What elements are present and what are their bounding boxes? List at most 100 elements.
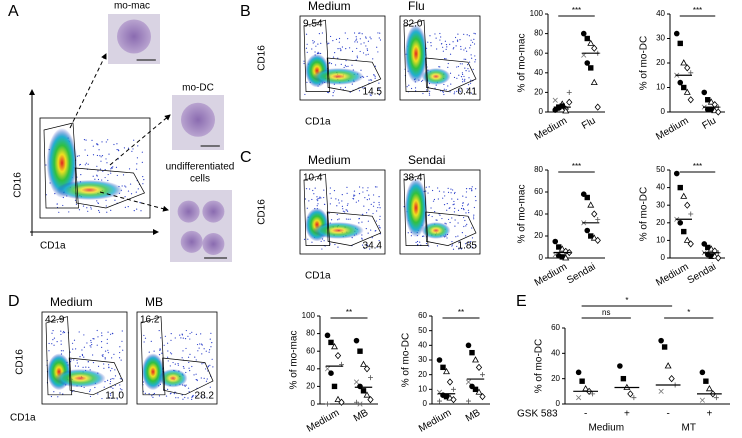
data-point <box>699 397 705 403</box>
y-tick-label: 40 <box>534 209 543 218</box>
data-point <box>705 244 711 251</box>
flow-event <box>446 209 448 211</box>
flow-event <box>210 332 212 334</box>
data-point <box>559 103 565 109</box>
flow-event <box>97 336 99 338</box>
flow-event <box>367 232 369 234</box>
data-point <box>680 59 688 66</box>
flow-event <box>370 203 372 205</box>
flow-event <box>355 201 357 203</box>
flow-density <box>158 369 188 388</box>
flow-event <box>48 342 50 345</box>
y-tick-label: 80 <box>534 29 543 38</box>
x-tick-label: MB <box>352 407 371 424</box>
flow-event <box>201 344 203 346</box>
flow-event <box>346 192 348 194</box>
flow-event <box>470 188 472 190</box>
data-point <box>587 39 595 46</box>
flow-event <box>466 50 468 52</box>
flow-event <box>320 240 322 242</box>
flow-event <box>107 352 110 354</box>
flow-event <box>440 36 442 38</box>
data-point <box>664 362 672 369</box>
flow-event <box>74 365 77 367</box>
data-point <box>715 254 722 262</box>
flow-event <box>362 87 364 89</box>
data-point <box>590 391 596 397</box>
data-point <box>451 386 456 392</box>
flow-event <box>362 191 364 193</box>
flow-event <box>125 186 127 188</box>
flow-event <box>106 211 108 213</box>
flow-event <box>334 52 336 54</box>
flow-event <box>428 92 430 94</box>
flow-event <box>442 197 444 199</box>
flow-event <box>467 203 470 205</box>
flow-event <box>369 36 371 38</box>
flow-event <box>345 65 347 68</box>
flow-event <box>150 340 152 342</box>
flow-event <box>63 331 66 334</box>
flow-event <box>143 179 145 181</box>
flow-event <box>53 391 55 393</box>
flow-event <box>461 205 464 207</box>
micrograph <box>170 190 232 262</box>
flow-event <box>60 350 62 352</box>
flow-event <box>330 197 332 199</box>
flow-event <box>407 232 409 234</box>
flow-event <box>174 337 176 339</box>
flow-event <box>118 357 121 359</box>
flow-event <box>456 40 459 42</box>
flow-event <box>461 78 464 80</box>
gate <box>74 167 145 209</box>
flow-event <box>328 62 330 64</box>
flow-event <box>76 362 78 364</box>
y-axis-label: CD16 <box>15 349 26 375</box>
flow-event <box>118 150 120 152</box>
flow-event <box>335 38 338 41</box>
flow-event <box>449 43 451 45</box>
gate <box>425 57 477 92</box>
flow-event <box>137 188 139 190</box>
flow-event <box>430 45 432 47</box>
flow-event <box>182 398 184 400</box>
flow-event <box>170 353 173 355</box>
flow-event <box>425 190 427 192</box>
flow-event <box>124 206 126 208</box>
flow-event <box>109 380 112 383</box>
flow-event <box>75 203 78 205</box>
y-tick-label: 50 <box>656 165 665 174</box>
flow-event <box>336 213 338 216</box>
flow-event <box>467 68 469 70</box>
flow-event <box>428 214 430 216</box>
flow-event <box>311 198 313 201</box>
flow-event <box>200 333 202 335</box>
y-axis-label: % of mo-DC <box>639 187 650 241</box>
cell <box>177 200 200 223</box>
gate-value: 10.4 <box>303 173 323 184</box>
flow-event <box>468 35 470 37</box>
flow-event <box>167 360 169 362</box>
flow-event <box>441 217 443 220</box>
flow-event <box>184 396 186 399</box>
x-tick-label: - <box>666 409 669 420</box>
flow-event <box>127 147 130 149</box>
flow-event <box>344 32 346 34</box>
data-point <box>677 184 683 191</box>
flow-event <box>339 47 341 50</box>
flow-event <box>421 235 424 237</box>
flow-event <box>379 39 382 41</box>
flow-event <box>92 154 95 156</box>
flow-event <box>444 58 446 60</box>
flow-event <box>197 350 199 352</box>
y-axis-label: % of mo-DC <box>401 333 412 387</box>
flow-event <box>365 45 367 47</box>
y-axis-label: % of mo-mac <box>289 331 300 390</box>
flow-event <box>471 189 473 191</box>
flow-event <box>435 37 437 39</box>
flow-event <box>94 386 96 389</box>
flow-event <box>320 52 322 55</box>
flow-event <box>109 370 112 372</box>
flow-event <box>90 339 92 342</box>
gate <box>68 357 124 396</box>
